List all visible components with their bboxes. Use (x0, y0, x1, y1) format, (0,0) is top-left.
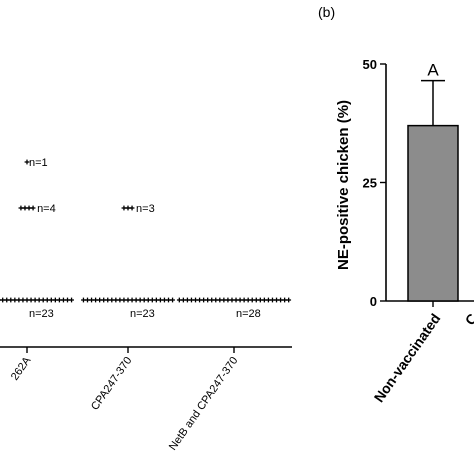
y-tick-label: 25 (363, 176, 377, 191)
bar (407, 124, 459, 302)
panel-b-label: (b) (318, 4, 335, 20)
significance-letter: A (427, 61, 439, 80)
y-tick-label: 50 (363, 57, 377, 72)
y-tick-label: 0 (370, 294, 377, 309)
data-point (24, 159, 30, 165)
panel-a-points (0, 159, 292, 303)
n-label: n=1 (29, 157, 48, 169)
x-tick-label: NetB and CPA247-370 (167, 355, 241, 453)
panel-a-x-ticks (26, 347, 235, 353)
n-label: n=4 (37, 203, 56, 215)
panel-a-scatter: n=1 n=4 n=23 n=3 n=23 n=28 262A CPA247-370 NetB… (0, 157, 292, 453)
x-tick-label: CPA247-370 (89, 355, 134, 413)
panel-a-x-tick-labels: 262A CPA247-370 NetB and CPA247-370 (9, 354, 241, 452)
panel-b-x-tick-labels: Non-vaccinated C (371, 311, 474, 406)
panel-b-bar-chart: (b) NE-positive chicken (%) 0 25 50 A Non-… (318, 4, 474, 405)
n-label: n=23 (29, 308, 54, 320)
n-label: n=28 (236, 308, 261, 320)
x-tick-label: Non-vaccinated (371, 311, 444, 406)
n-label: n=23 (130, 308, 155, 320)
x-tick-label-partial: C (462, 311, 474, 328)
panel-a-n-labels: n=1 n=4 n=23 n=3 n=23 n=28 (29, 157, 261, 320)
x-tick-label: 262A (9, 354, 34, 382)
panel-b-y-axis-label: NE-positive chicken (%) (335, 100, 352, 270)
panel-b-bars: A (407, 61, 459, 307)
panel-b-y-ticks: 0 25 50 (363, 57, 386, 309)
n-label: n=3 (136, 203, 155, 215)
